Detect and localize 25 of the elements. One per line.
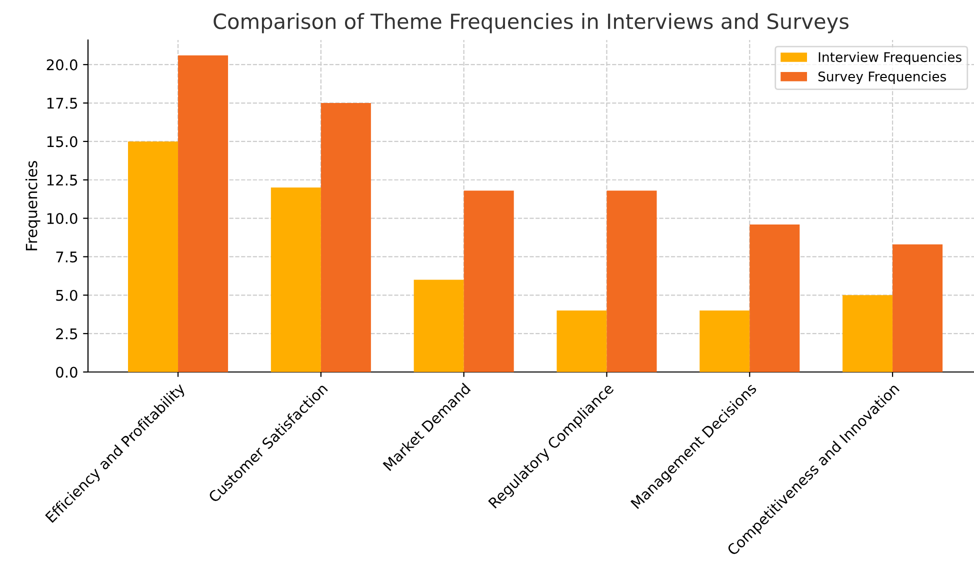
y-tick-label: 15.0 [47,136,78,148]
bar [892,244,943,372]
bar [556,310,607,372]
bar [270,188,321,372]
bar [606,190,657,372]
y-tick-label: 7.5 [56,252,78,262]
chart-title: Comparison of Theme Frequencies in Interviews and Surveys [214,13,848,34]
y-tick-label: 2.5 [56,328,78,340]
bar [414,280,464,372]
legend-label: Survey Frequencies [818,71,946,84]
y-axis-title: Frequencies [25,161,40,250]
bar [750,224,800,372]
y-tick-label: 20.0 [46,59,78,70]
y-tick-label: 17.5 [47,98,78,109]
bar [320,103,371,372]
y-tick-label: 12.5 [47,174,78,186]
y-tick-label: 10.0 [47,213,78,224]
y-tick-label: 0.0 [56,366,78,378]
bar [128,141,178,372]
bar [178,55,228,372]
bar [464,190,514,372]
legend-label: Interview Frequencies [818,52,962,65]
bar [700,310,750,372]
y-tick-label: 5.0 [56,290,78,301]
bar [842,295,893,372]
